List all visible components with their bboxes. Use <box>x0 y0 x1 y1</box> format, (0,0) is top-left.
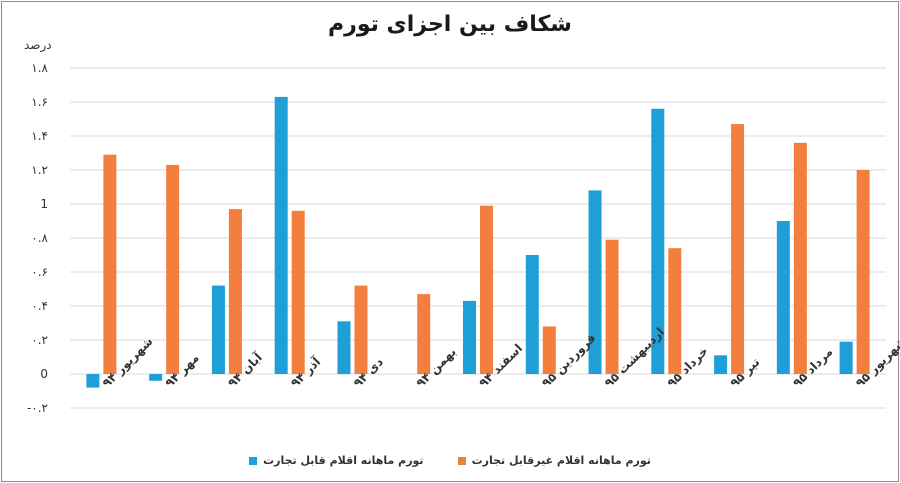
bar-series0-2 <box>211 285 225 374</box>
y-tick-label: ۰.۸ <box>31 231 48 245</box>
bar-series1-9 <box>668 248 682 374</box>
y-tick-label: ۱.۲ <box>31 163 48 177</box>
y-tick-label: -۰.۲ <box>27 401 48 415</box>
y-tick-label: ۰.۴ <box>31 299 48 313</box>
gridlines <box>70 67 886 409</box>
chart-title: شکاف بین اجزای تورم <box>328 12 572 37</box>
bars <box>86 96 870 388</box>
y-tick-label: ۱.۴ <box>31 129 48 143</box>
bar-series0-10 <box>714 355 728 374</box>
bar-series1-6 <box>480 205 493 374</box>
bar-series1-1 <box>166 164 180 374</box>
bar-series0-0 <box>86 374 100 388</box>
bar-series0-7 <box>525 255 539 374</box>
bar-series1-11 <box>793 142 807 374</box>
bar-series1-4 <box>354 285 368 374</box>
bar-series0-4 <box>337 321 351 374</box>
bar-series1-2 <box>228 209 242 374</box>
bar-series0-6 <box>463 300 476 374</box>
y-tick-label: ۰.۶ <box>31 265 48 279</box>
legend: تورم ماهانه اقلام قابل تجارت تورم ماهانه… <box>0 454 900 467</box>
bar-series1-3 <box>291 210 305 374</box>
y-tick-label: 1 <box>40 197 48 211</box>
legend-swatch-traded <box>249 456 258 465</box>
bar-series0-3 <box>274 96 288 375</box>
bar-series1-8 <box>605 239 619 374</box>
legend-label-nontraded: تورم ماهانه اقلام غیرقابل تجارت <box>471 454 651 467</box>
bar-series0-12 <box>839 341 853 374</box>
y-tick-label: ۱.۸ <box>31 61 48 75</box>
bar-series1-0 <box>103 154 117 374</box>
y-tick-label: ۰.۲ <box>31 333 48 347</box>
bar-series1-5 <box>417 294 431 374</box>
y-tick-label: 0 <box>40 367 48 381</box>
bar-series1-7 <box>542 326 556 374</box>
legend-swatch-nontraded <box>457 456 466 465</box>
y-tick-label: ۱.۶ <box>31 95 48 109</box>
bar-series1-10 <box>731 124 745 374</box>
bar-series1-12 <box>856 170 870 374</box>
y-tick-labels: ۱.۸ ۱.۶ ۱.۴ ۱.۲ 1 ۰.۸ ۰.۶ ۰.۴ ۰.۲ 0 -۰.۲ <box>27 61 49 415</box>
bar-series0-9 <box>651 108 665 375</box>
bar-series0-8 <box>588 190 602 374</box>
legend-label-traded: تورم ماهانه اقلام قابل تجارت <box>263 454 424 467</box>
y-axis-label: درصد <box>24 38 52 52</box>
bar-series0-1 <box>149 374 163 381</box>
bar-series0-11 <box>776 221 790 374</box>
legend-item-nontraded: تورم ماهانه اقلام غیرقابل تجارت <box>457 454 651 467</box>
legend-item-traded: تورم ماهانه اقلام قابل تجارت <box>249 454 424 467</box>
